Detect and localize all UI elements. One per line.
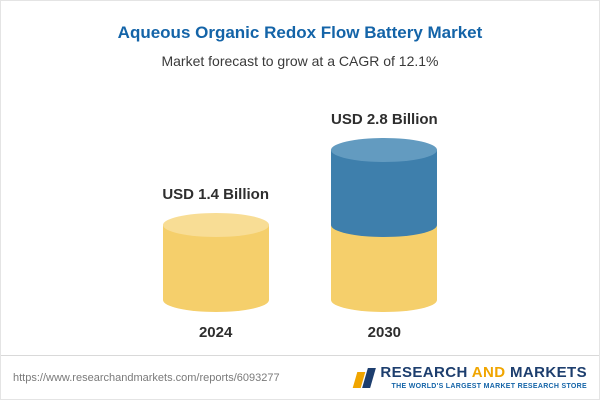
chart-subtitle: Market forecast to grow at a CAGR of 12.… <box>161 53 439 69</box>
cylinder-2024-segment-base <box>162 213 269 312</box>
logo-mark-icon <box>353 367 377 388</box>
cylinder-2024-top-ellipse <box>162 213 269 238</box>
report-url-link[interactable]: https://www.researchandmarkets.com/repor… <box>13 371 280 384</box>
bar-value-label-2024: USD 1.4 Billion <box>162 186 269 204</box>
bar-group-2030: USD 2.8 Billion 2030 <box>331 111 438 341</box>
logo-word-markets: MARKETS <box>505 363 587 381</box>
researchandmarkets-logo: RESEARCH AND MARKETS THE WORLD'S LARGEST… <box>353 363 587 391</box>
bar-group-2024: USD 1.4 Billion 2024 <box>162 186 269 341</box>
logo-tagline: THE WORLD'S LARGEST MARKET RESEARCH STOR… <box>391 383 587 391</box>
cylinder-2030-segment-growth <box>331 138 438 238</box>
logo-mark-blue-bar <box>362 367 377 388</box>
logo-word-research: RESEARCH <box>380 363 472 381</box>
cylinder-2024 <box>162 213 269 312</box>
bar-value-label-2030: USD 2.8 Billion <box>331 111 438 129</box>
logo-word-and: AND <box>471 363 506 381</box>
chart-title: Aqueous Organic Redox Flow Battery Marke… <box>117 23 483 42</box>
logo-text: RESEARCH AND MARKETS THE WORLD'S LARGEST… <box>380 363 587 391</box>
footer: https://www.researchandmarkets.com/repor… <box>1 355 599 399</box>
market-forecast-chart: USD 1.4 Billion 2024 USD 2.8 Billion 203… <box>1 111 599 341</box>
year-label-2024: 2024 <box>198 324 233 341</box>
logo-wordmark: RESEARCH AND MARKETS <box>380 363 587 382</box>
chart-header: Aqueous Organic Redox Flow Battery Marke… <box>1 1 599 69</box>
year-label-2030: 2030 <box>367 324 402 341</box>
cylinder-2030-segment-base <box>331 225 438 312</box>
cylinder-2030-top-ellipse <box>331 138 438 163</box>
cylinder-2030 <box>331 138 438 312</box>
